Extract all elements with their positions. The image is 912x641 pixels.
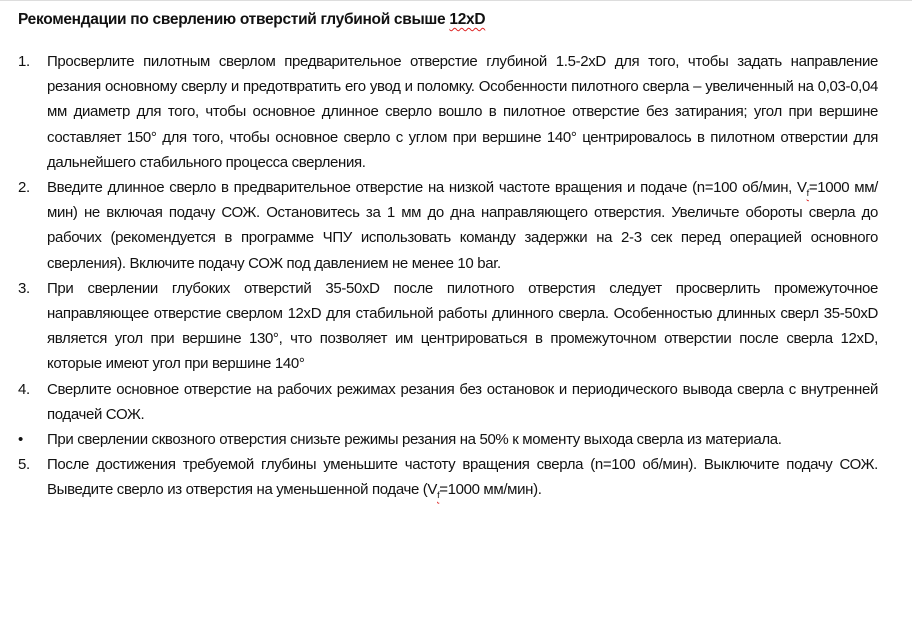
list-item-bullet: • При сверлении сквозного отверстия снизь… [18,427,878,452]
item-number: 5. [18,456,30,474]
title-text: Рекомендации по сверлению отверстий глуб… [18,11,450,28]
list-item-3: 3. При сверлении глубоких отверстий 35-50… [18,276,878,377]
recommendation-list: 1. Просверлите пилотным сверлом предварит… [18,49,878,503]
text-part: =1000 мм/мин). [439,481,542,499]
title-flagged-word: 12xD [449,11,486,28]
item-number: 1. [18,53,30,70]
item-number: 3. [18,279,30,297]
item-number: 4. [18,380,30,398]
item-number: 2. [18,179,30,197]
subscript: f [437,490,440,501]
item-text: Просверлите пилотным сверлом предварител… [47,53,878,171]
item-text: Сверлите основное отверстие на рабочих р… [47,380,878,423]
text-part: Введите длинное сверло в предварительное… [47,179,807,197]
item-text: Введите длинное сверло в предварительное… [47,175,878,276]
list-item-2: 2. Введите длинное сверло в предварительн… [18,175,878,276]
item-text: При сверлении сквозного отверстия снизьт… [47,431,782,449]
list-item-4: 4. Сверлите основное отверстие на рабочих… [18,377,878,427]
item-text: При сверлении глубоких отверстий 35-50xD… [47,279,878,373]
bullet-icon: • [18,431,23,449]
document-title: Рекомендации по сверлению отверстий глуб… [18,11,486,29]
subscript: f [806,188,810,199]
text-part: После достижения требуемой глубины умень… [47,456,878,499]
text-part: =1000 мм/мин) не включая подачу СОЖ. Ост… [47,179,878,272]
list-item-5: 5. После достижения требуемой глубины уме… [18,452,878,502]
item-text: После достижения требуемой глубины умень… [47,452,878,502]
list-item-1: 1. Просверлите пилотным сверлом предварит… [18,49,878,175]
